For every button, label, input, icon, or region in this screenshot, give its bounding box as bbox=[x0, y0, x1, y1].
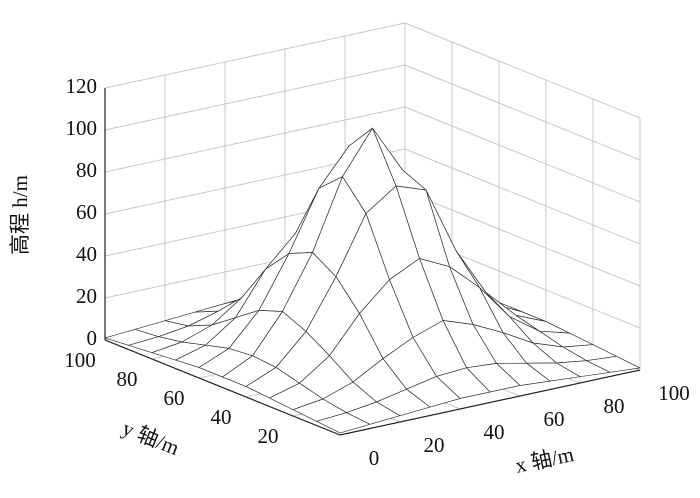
z-tick-label: 80 bbox=[76, 158, 97, 182]
z-tick-label: 0 bbox=[87, 326, 98, 350]
axis-line bbox=[104, 339, 341, 436]
grid-line bbox=[104, 106, 406, 173]
x-tick-label: 60 bbox=[544, 407, 565, 431]
grid-line bbox=[104, 22, 406, 89]
z-tick-label: 40 bbox=[76, 242, 97, 266]
y-tick-label: 60 bbox=[164, 386, 185, 410]
grid-line bbox=[404, 22, 641, 119]
z-tick-label: 20 bbox=[76, 284, 97, 308]
grid-line bbox=[404, 64, 641, 161]
x-tick-label: 100 bbox=[658, 381, 690, 405]
grid-line bbox=[104, 64, 406, 131]
x-axis-label: x 轴/m bbox=[513, 442, 576, 478]
y-tick-label: 80 bbox=[117, 367, 138, 391]
grid-line bbox=[404, 148, 641, 245]
x-tick-label: 40 bbox=[484, 420, 505, 444]
surface-patch bbox=[316, 412, 371, 434]
y-tick-label: 40 bbox=[211, 405, 232, 429]
grid-line bbox=[404, 190, 641, 287]
y-axis-label: y 轴/m bbox=[119, 416, 183, 460]
z-tick-label: 120 bbox=[66, 74, 98, 98]
axis-line bbox=[339, 369, 641, 436]
z-tick-label: 60 bbox=[76, 200, 97, 224]
z-tick-label: 100 bbox=[66, 116, 98, 140]
x-tick-label: 0 bbox=[369, 446, 380, 470]
x-tick-label: 80 bbox=[604, 394, 625, 418]
y-tick-label: 20 bbox=[258, 424, 279, 448]
z-axis-label: 高程 h/m bbox=[8, 175, 32, 255]
y-tick-label: 100 bbox=[64, 348, 96, 372]
grid-line bbox=[404, 106, 641, 203]
x-tick-label: 20 bbox=[424, 433, 445, 457]
surface bbox=[104, 127, 641, 434]
